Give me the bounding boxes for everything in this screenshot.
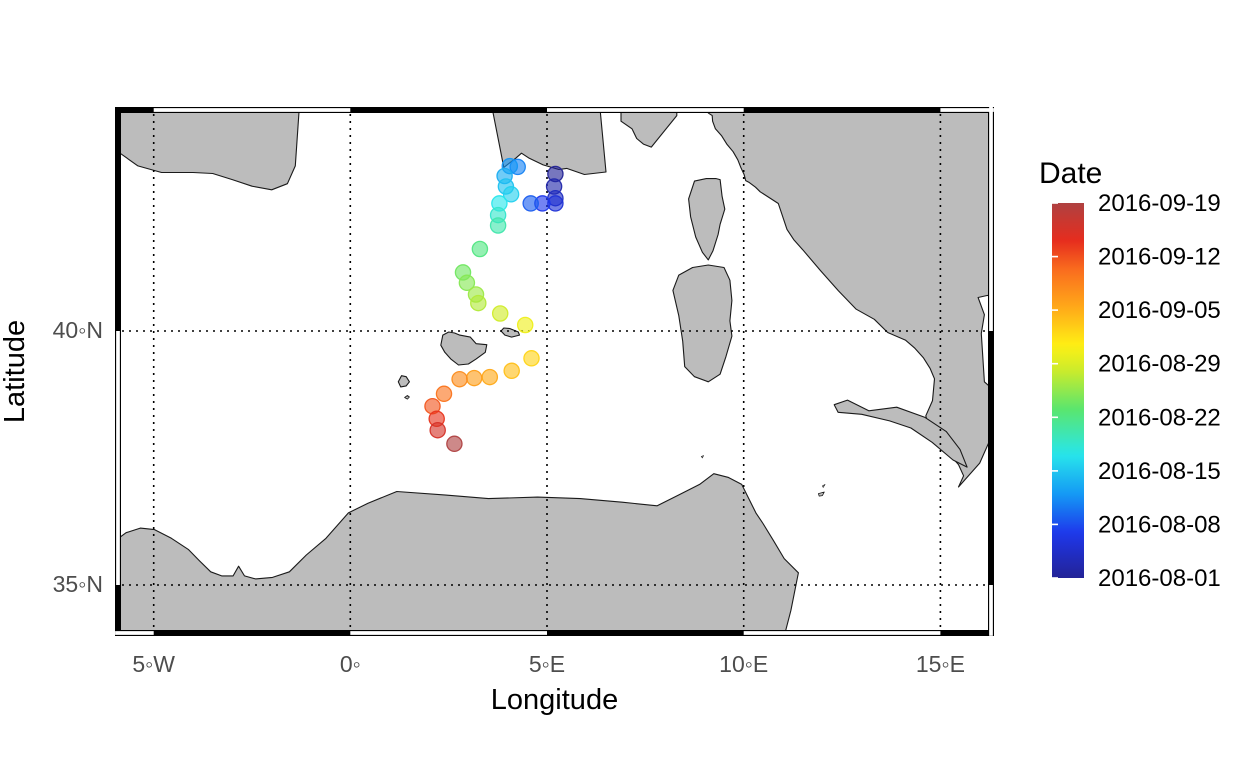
- svg-text:Date: Date: [1039, 157, 1102, 190]
- svg-text:2016-09-19: 2016-09-19: [1098, 190, 1221, 217]
- svg-text:2016-09-12: 2016-09-12: [1098, 244, 1221, 271]
- svg-text:15◦E: 15◦E: [916, 651, 965, 677]
- svg-text:2016-08-08: 2016-08-08: [1098, 511, 1221, 538]
- svg-text:5◦E: 5◦E: [529, 651, 565, 677]
- svg-text:2016-08-01: 2016-08-01: [1098, 565, 1221, 592]
- svg-text:0◦: 0◦: [340, 651, 361, 677]
- svg-text:Latitude: Latitude: [0, 320, 31, 423]
- svg-text:40◦N: 40◦N: [53, 317, 103, 343]
- svg-text:2016-08-15: 2016-08-15: [1098, 458, 1221, 485]
- svg-text:35◦N: 35◦N: [53, 571, 103, 597]
- svg-text:2016-08-29: 2016-08-29: [1098, 351, 1221, 378]
- svg-text:5◦W: 5◦W: [132, 651, 175, 677]
- svg-text:2016-09-05: 2016-09-05: [1098, 297, 1221, 324]
- svg-text:Longitude: Longitude: [491, 684, 618, 716]
- svg-text:2016-08-22: 2016-08-22: [1098, 404, 1221, 431]
- svg-text:10◦E: 10◦E: [719, 651, 768, 677]
